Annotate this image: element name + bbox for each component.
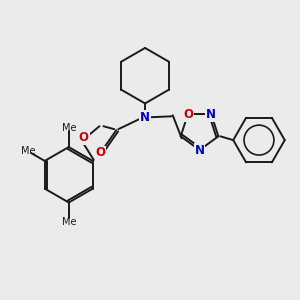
Text: N: N bbox=[206, 108, 216, 121]
Text: Me: Me bbox=[21, 146, 35, 156]
Text: Me: Me bbox=[61, 123, 76, 133]
Text: O: O bbox=[183, 108, 193, 121]
Text: Me: Me bbox=[61, 217, 76, 227]
Text: O: O bbox=[95, 146, 106, 160]
Text: O: O bbox=[79, 130, 88, 144]
Text: N: N bbox=[140, 111, 150, 124]
Text: N: N bbox=[194, 143, 205, 157]
